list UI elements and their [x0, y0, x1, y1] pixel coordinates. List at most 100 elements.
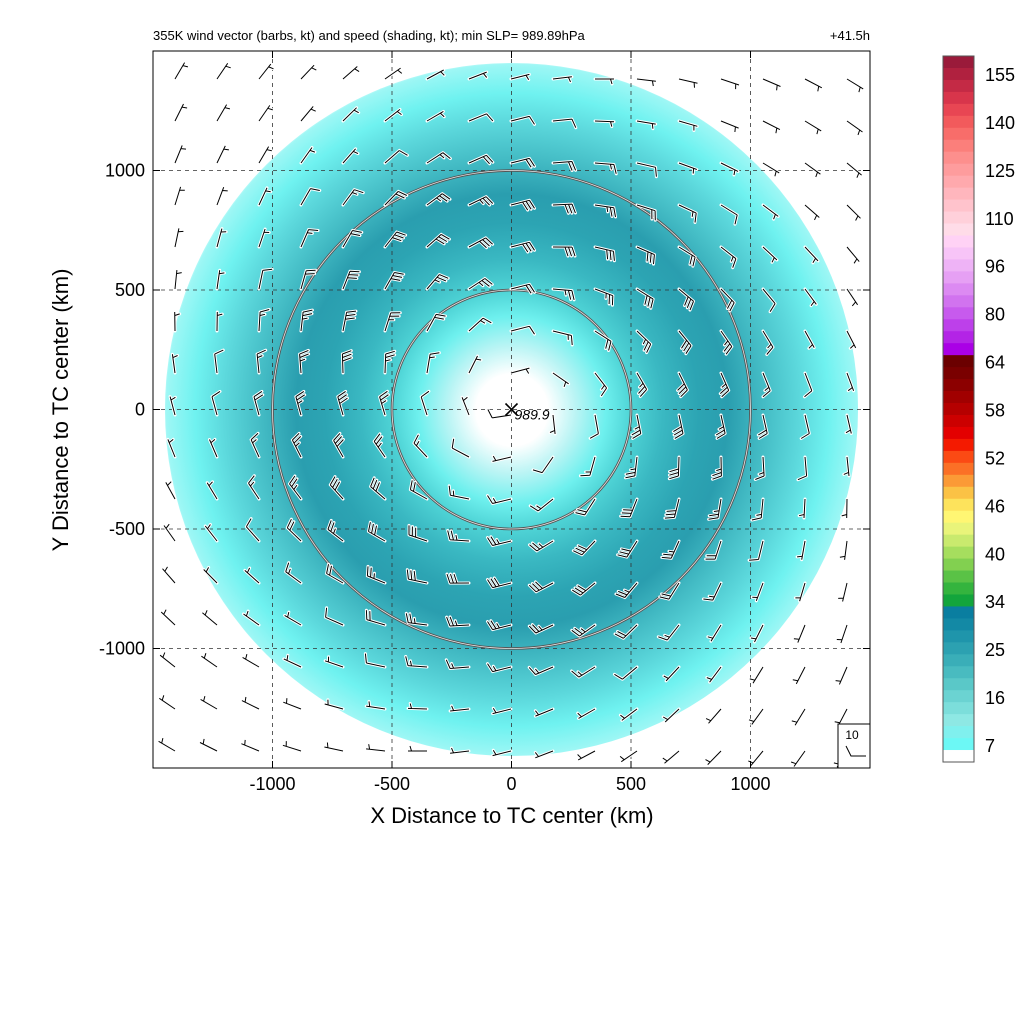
- colorbar-swatch-25: [943, 355, 974, 368]
- wind-barb-265: [577, 708, 596, 719]
- colorbar-swatch-40: [943, 534, 974, 548]
- wind-barb-219: [795, 582, 806, 602]
- wind-barb-145: [549, 414, 556, 434]
- wind-barb-94: [552, 288, 575, 301]
- wind-barb-95: [594, 288, 614, 306]
- colorbar-swatch-15: [943, 235, 974, 248]
- wind-barb-99: [762, 288, 776, 312]
- colorbar-swatch-55: [943, 714, 974, 727]
- wind-barb-134: [804, 372, 813, 398]
- colorbar-swatch-12: [943, 199, 974, 212]
- wind-barb-149: [715, 414, 726, 439]
- wind-barb-72: [342, 230, 362, 248]
- colorbar-swatch-50: [943, 654, 974, 667]
- colorbar: 155 140 125 110 96 80 64 58 52 46 40 34 25 16 7: [942, 55, 1015, 763]
- wind-barb-50: [846, 162, 862, 178]
- wind-barb-191: [327, 520, 344, 542]
- wind-barb-55: [342, 189, 364, 206]
- wind-barb-164: [625, 456, 638, 479]
- wind-barb-256: [200, 695, 218, 710]
- wind-barb-116: [762, 330, 774, 355]
- wind-barb-129: [594, 372, 608, 397]
- wind-barb-97: [678, 288, 694, 311]
- wind-barb-7: [468, 71, 488, 80]
- y-tick-label-3: 500: [115, 280, 145, 300]
- wind-barb-163: [580, 456, 596, 477]
- wind-barb-203: [839, 540, 848, 560]
- wind-barb-12: [678, 78, 698, 88]
- colorbar-label-10: 40: [985, 544, 1005, 564]
- colorbar-swatch-45: [943, 594, 974, 607]
- wind-barb-37: [300, 147, 316, 164]
- wind-barb-188: [204, 524, 218, 542]
- colorbar-swatch-14: [943, 223, 974, 236]
- colorbar-swatch-31: [943, 426, 974, 440]
- wind-barb-218: [752, 582, 764, 601]
- wind-barb-108: [426, 313, 446, 332]
- wind-barb-205: [203, 567, 218, 584]
- wind-barb-121: [256, 349, 266, 374]
- colorbar-swatch-7: [943, 139, 974, 153]
- colorbar-swatch-26: [943, 367, 974, 380]
- wind-barb-258: [283, 698, 302, 710]
- range-ring-inner-1000km: [272, 170, 751, 649]
- wind-barb-165: [669, 456, 680, 480]
- wind-barb-234: [707, 624, 722, 642]
- wind-barb-252: [749, 666, 764, 684]
- wind-barb-91: [426, 274, 449, 290]
- colorbar-swatch-22: [943, 319, 974, 332]
- wind-barb-82: [762, 246, 778, 263]
- wind-barb-161: [492, 455, 512, 462]
- wind-barb-39: [384, 150, 408, 164]
- wind-barb-105: [300, 309, 313, 332]
- wind-barb-114: [678, 330, 692, 354]
- wind-barb-128: [552, 372, 569, 387]
- x-tick-label-0: -1000: [249, 774, 295, 794]
- wind-barb-274: [241, 739, 260, 752]
- wind-barb-27: [594, 120, 615, 127]
- wind-barb-181: [620, 498, 638, 518]
- wind-barb-29: [678, 120, 698, 131]
- wind-barb-222: [202, 610, 218, 626]
- wind-barb-57: [426, 193, 451, 206]
- wind-barb-69: [216, 228, 227, 248]
- wind-barb-221: [160, 609, 176, 626]
- colorbar-swatch-44: [943, 582, 974, 595]
- wind-barb-180: [575, 498, 596, 516]
- wind-barb-123: [341, 350, 352, 374]
- wind-barb-124: [384, 350, 395, 374]
- wind-barb-184: [751, 498, 764, 521]
- wind-barb-261: [407, 703, 428, 710]
- wind-barb-248: [571, 666, 596, 678]
- wind-barb-64: [720, 204, 738, 225]
- wind-barb-187: [163, 523, 176, 542]
- wind-barb-271: [834, 708, 848, 727]
- colorbar-label-14: 7: [985, 736, 995, 756]
- wind-barb-185: [798, 498, 806, 519]
- wind-barb-186: [841, 498, 848, 519]
- wind-barb-193: [408, 525, 428, 542]
- wind-barb-106: [342, 310, 357, 332]
- wind-barb-216: [659, 582, 680, 600]
- colorbar-swatch-17: [943, 259, 974, 272]
- wind-barb-73: [384, 231, 406, 248]
- colorbar-label-11: 34: [985, 592, 1005, 612]
- wind-barb-230: [528, 624, 554, 634]
- wind-barb-168: [797, 456, 808, 481]
- wind-barb-257: [241, 696, 260, 710]
- wind-barb-131: [677, 372, 688, 398]
- colorbar-swatch-51: [943, 666, 974, 679]
- wind-barb-63: [678, 204, 697, 223]
- wind-barb-93: [510, 283, 535, 294]
- wind-barb-110: [510, 325, 535, 335]
- wind-barb-283: [619, 750, 638, 763]
- wind-barb-54: [300, 188, 320, 206]
- wind-barb-98: [720, 288, 735, 312]
- wind-barb-132: [719, 372, 730, 398]
- x-axis: -1000 -500 0 500 1000: [249, 51, 771, 794]
- wind-barb-90: [384, 272, 404, 290]
- wind-barb-150: [758, 414, 768, 439]
- wind-barb-140: [337, 390, 348, 416]
- wind-barb-241: [283, 655, 302, 668]
- wind-barb-34: [174, 145, 187, 164]
